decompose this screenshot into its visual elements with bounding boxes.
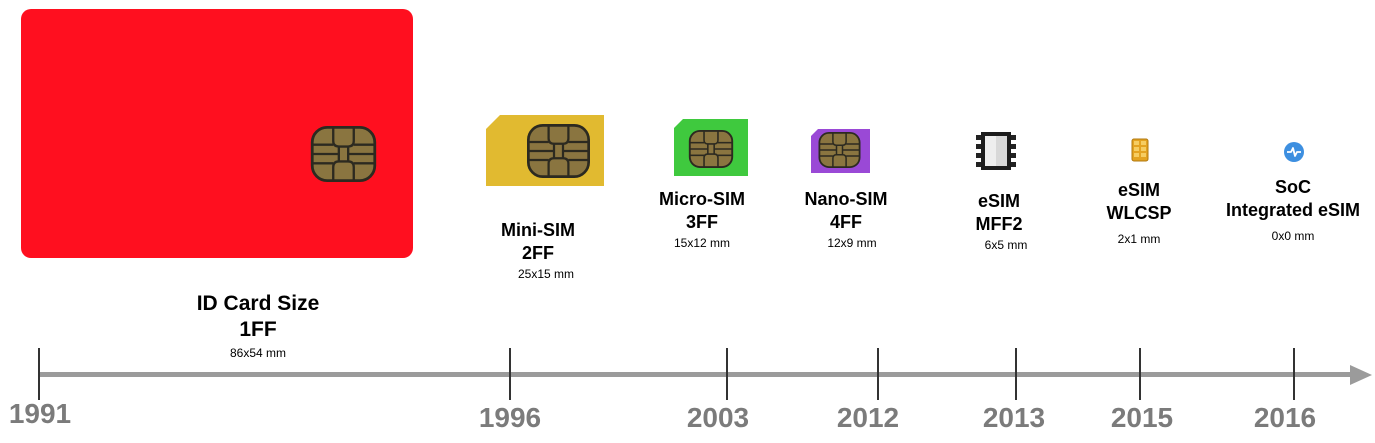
label-size: 0x0 mm — [1271, 229, 1315, 243]
chip-contact-icon — [683, 130, 739, 168]
label-size: 15x12 mm — [673, 236, 731, 250]
label-4ff: Nano-SIM 4FF 12x9 mm — [786, 189, 906, 250]
timeline-tick — [1139, 348, 1141, 400]
year-label: 2003 — [686, 402, 750, 433]
timeline-tick — [726, 348, 728, 400]
timeline-tick — [1015, 348, 1017, 400]
label-size: 86x54 mm — [229, 346, 287, 360]
label-mff2: eSIM MFF2 6x5 mm — [944, 191, 1054, 252]
label-name: Mini-SIM — [501, 220, 575, 240]
label-soc: SoC Integrated eSIM 0x0 mm — [1208, 177, 1375, 243]
label-name: Micro-SIM — [658, 189, 745, 209]
label-name: 1FF — [239, 318, 277, 341]
label-name: ID Card Size — [196, 292, 320, 315]
label-name: eSIM — [1117, 180, 1160, 200]
label-1ff: ID Card Size 1FF 86x54 mm — [148, 292, 368, 360]
year-label: 2012 — [836, 402, 900, 433]
chip-package-icon — [976, 132, 1016, 170]
label-name: WLCSP — [1106, 203, 1172, 223]
label-size: 25x15 mm — [517, 267, 575, 281]
year-label: 2013 — [982, 402, 1046, 433]
gold-chip-icon — [1131, 138, 1149, 162]
timeline-tick — [38, 348, 40, 400]
timeline-tick — [877, 348, 879, 400]
soc-pulse-icon — [1284, 142, 1304, 162]
label-name: Nano-SIM — [804, 189, 888, 209]
year-label: 2015 — [1110, 402, 1174, 433]
timeline-arrow-icon — [1350, 365, 1372, 385]
year-label: 1996 — [478, 402, 542, 433]
label-name: eSIM — [977, 191, 1020, 211]
label-name: MFF2 — [975, 214, 1023, 234]
label-size: 6x5 mm — [984, 238, 1028, 252]
label-name: 4FF — [829, 212, 862, 232]
label-size: 2x1 mm — [1117, 232, 1161, 246]
label-size: 12x9 mm — [827, 236, 877, 250]
label-2ff: Mini-SIM 2FF 25x15 mm — [478, 220, 598, 281]
label-name: Integrated eSIM — [1225, 200, 1361, 220]
year-label: 2016 — [1253, 402, 1317, 433]
label-3ff: Micro-SIM 3FF 15x12 mm — [642, 189, 762, 250]
chip-contact-icon — [527, 124, 590, 178]
chip-contact-icon — [814, 132, 865, 168]
chip-contact-icon — [309, 126, 378, 182]
year-label: 1991 — [8, 398, 72, 429]
label-wlcsp: eSIM WLCSP 2x1 mm — [1084, 180, 1194, 246]
label-name: 3FF — [685, 212, 718, 232]
label-name: SoC — [1275, 177, 1311, 197]
timeline-tick — [1293, 348, 1295, 400]
timeline-axis — [39, 372, 1354, 377]
timeline-tick — [509, 348, 511, 400]
label-name: 2FF — [521, 243, 554, 263]
